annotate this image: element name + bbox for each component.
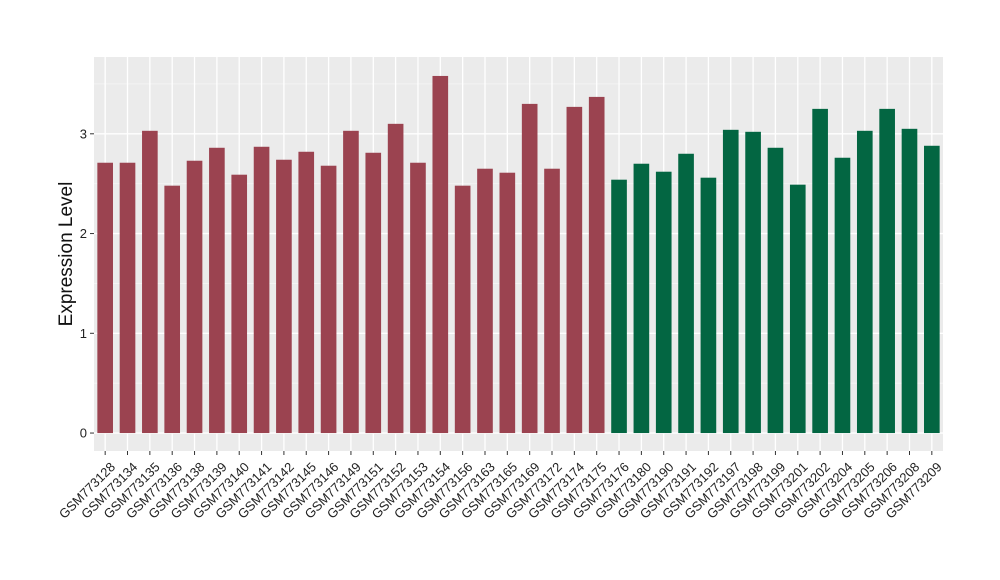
bar-GSM773128 xyxy=(97,162,113,434)
bar-GSM773176 xyxy=(611,179,627,434)
y-axis: 0 1 2 3 xyxy=(80,126,94,441)
x-axis: GSM773128GSM773134GSM773135GSM773136GSM7… xyxy=(56,451,945,522)
bar-GSM773209 xyxy=(924,145,940,434)
bar-GSM773165 xyxy=(499,172,516,434)
bar-GSM773135 xyxy=(142,130,158,434)
bar-GSM773197 xyxy=(722,129,739,434)
bar-GSM773169 xyxy=(521,103,538,434)
y-tick-label: 3 xyxy=(80,126,87,141)
bar-GSM773149 xyxy=(343,130,359,434)
bar-GSM773201 xyxy=(789,184,806,434)
bar-GSM773156 xyxy=(454,185,471,434)
bar-GSM773138 xyxy=(186,160,203,434)
bar-GSM773151 xyxy=(365,152,382,434)
bar-GSM773180 xyxy=(633,163,650,434)
bar-GSM773190 xyxy=(655,171,672,434)
bar-GSM773142 xyxy=(276,159,292,434)
bar-GSM773172 xyxy=(544,168,560,434)
bar-GSM773134 xyxy=(119,162,136,434)
y-tick-label: 2 xyxy=(80,226,87,241)
y-tick-label: 1 xyxy=(80,326,87,341)
y-axis-title: Expression Level xyxy=(56,182,77,327)
bar-GSM773152 xyxy=(387,123,404,434)
bars xyxy=(97,75,940,434)
bar-GSM773202 xyxy=(812,108,828,434)
bar-GSM773140 xyxy=(231,174,248,434)
bar-GSM773136 xyxy=(164,185,181,434)
y-tick-label: 0 xyxy=(80,426,87,441)
bar-GSM773141 xyxy=(253,146,270,434)
bar-GSM773174 xyxy=(566,106,583,434)
bar-GSM773208 xyxy=(901,128,918,434)
bar-GSM773198 xyxy=(745,131,761,434)
bar-GSM773163 xyxy=(477,168,493,434)
bar-GSM773139 xyxy=(209,147,225,434)
bar-GSM773175 xyxy=(588,96,605,434)
bar-GSM773206 xyxy=(879,108,895,434)
bar-GSM773205 xyxy=(856,130,873,434)
bar-GSM773153 xyxy=(410,162,426,434)
bar-GSM773192 xyxy=(700,177,717,434)
bar-GSM773191 xyxy=(678,153,694,434)
bar-GSM773146 xyxy=(320,165,337,434)
bar-GSM773204 xyxy=(834,157,851,434)
bar-GSM773154 xyxy=(432,75,449,434)
bar-GSM773145 xyxy=(298,151,315,434)
bar-GSM773199 xyxy=(767,147,784,434)
